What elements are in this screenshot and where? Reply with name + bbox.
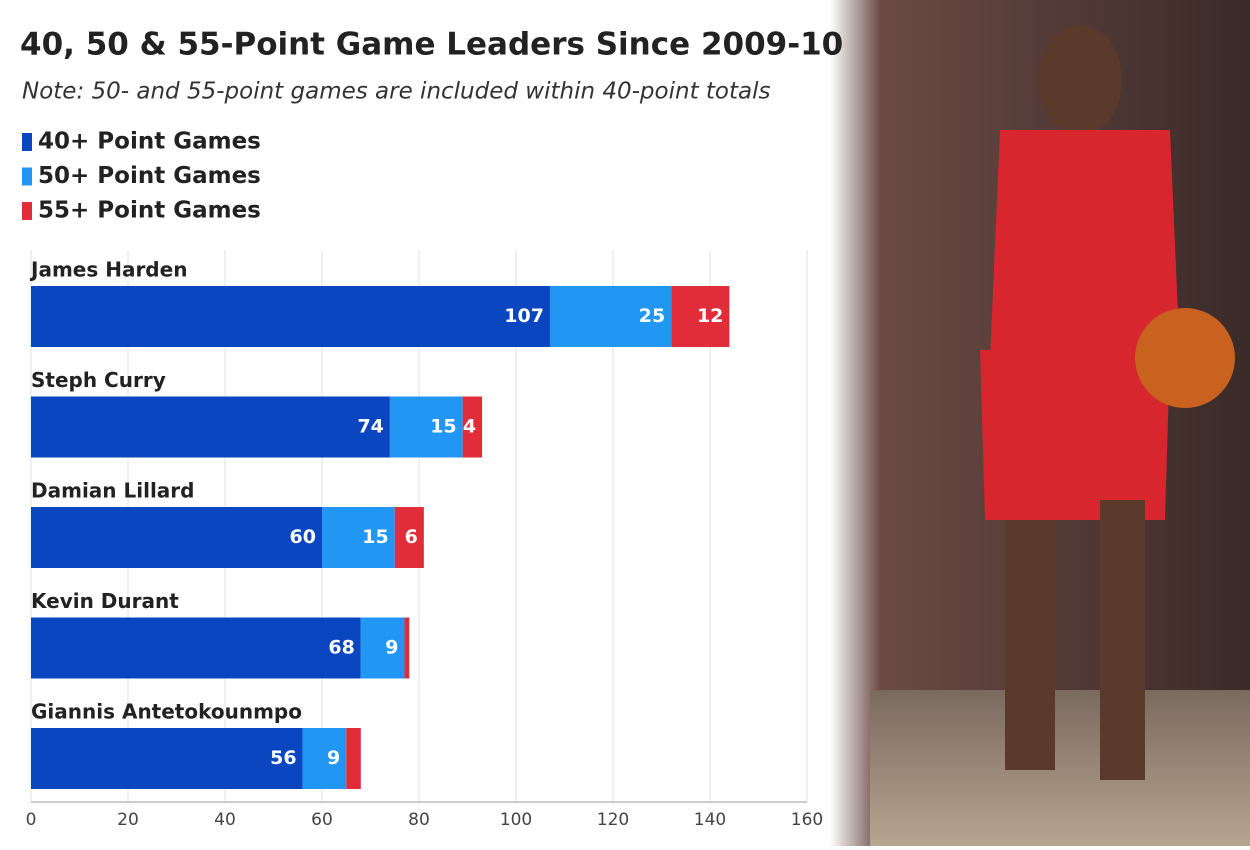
legend-swatch <box>22 202 32 220</box>
data-label: 4 <box>463 416 476 438</box>
x-tick-label: 140 <box>694 810 726 830</box>
chart-subtitle: Note: 50- and 55-point games are include… <box>22 79 770 105</box>
legend-label: 55+ Point Games <box>38 198 261 224</box>
bar-segment <box>389 396 463 458</box>
x-tick-label: 20 <box>117 810 139 830</box>
category-label: Kevin Durant <box>31 589 179 613</box>
bar-segment <box>31 507 322 568</box>
category-label: James Harden <box>29 258 187 282</box>
data-label: 74 <box>357 416 383 438</box>
data-label: 9 <box>327 747 340 769</box>
data-label: 12 <box>697 305 723 327</box>
data-label: 107 <box>504 305 544 327</box>
x-tick-label: 160 <box>791 810 823 830</box>
data-label: 9 <box>385 637 398 659</box>
data-label: 60 <box>290 526 316 548</box>
bar-segment <box>31 396 390 458</box>
data-label: 68 <box>328 637 354 659</box>
legend-label: 50+ Point Games <box>38 163 261 189</box>
x-tick-label: 60 <box>311 810 333 830</box>
bar-segment <box>302 728 347 789</box>
data-label: 25 <box>639 305 665 327</box>
bar-segment <box>346 728 361 789</box>
bar-segment <box>394 507 424 568</box>
legend-swatch <box>22 133 32 151</box>
bar-segment <box>671 286 730 347</box>
x-tick-label: 40 <box>214 810 236 830</box>
bar-segment <box>549 286 672 347</box>
category-label: Steph Curry <box>31 368 166 392</box>
x-tick-label: 80 <box>408 810 430 830</box>
chart-title: 40, 50 & 55-Point Game Leaders Since 200… <box>20 27 843 63</box>
bar-segment <box>360 617 405 679</box>
data-label: 15 <box>430 416 456 438</box>
bar-segment <box>31 728 303 789</box>
bar-segment <box>31 617 361 679</box>
data-label: 6 <box>405 526 418 548</box>
bar-segment <box>404 617 410 679</box>
player-photo <box>830 0 1250 846</box>
data-label: 15 <box>362 526 388 548</box>
data-label: 56 <box>270 747 296 769</box>
x-tick-label: 120 <box>597 810 629 830</box>
category-label: Giannis Antetokounmpo <box>31 700 302 724</box>
bar-segment <box>322 507 395 568</box>
bar-segment <box>462 396 483 458</box>
legend-swatch <box>22 167 32 186</box>
legend-label: 40+ Point Games <box>38 129 261 155</box>
x-tick-label: 0 <box>26 810 37 830</box>
x-tick-label: 100 <box>500 810 532 830</box>
bar-segment <box>31 286 550 347</box>
category-label: Damian Lillard <box>31 479 194 503</box>
